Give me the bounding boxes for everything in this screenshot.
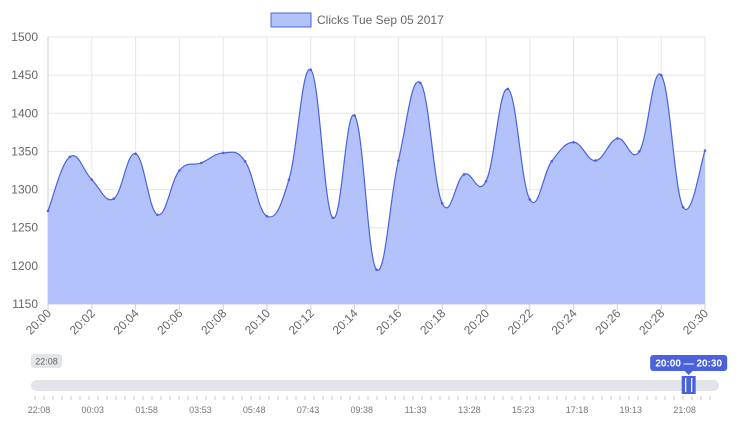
navigator-tick-label: 01:58 bbox=[135, 405, 158, 415]
data-point[interactable] bbox=[46, 209, 50, 213]
data-point[interactable] bbox=[68, 155, 72, 159]
data-point[interactable] bbox=[90, 178, 94, 181]
x-tick-label: 20:06 bbox=[154, 306, 185, 337]
y-tick-label: 1350 bbox=[11, 144, 38, 158]
x-tick-label: 20:28 bbox=[636, 306, 667, 337]
navigator-tick-label: 13:28 bbox=[458, 405, 481, 415]
x-tick-label: 20:20 bbox=[461, 306, 492, 337]
navigator-tick-label: 15:23 bbox=[512, 405, 535, 415]
x-tick-label: 20:22 bbox=[505, 306, 536, 337]
data-point[interactable] bbox=[243, 160, 247, 163]
data-point[interactable] bbox=[550, 160, 553, 163]
range-label-box bbox=[650, 355, 728, 371]
range-selector[interactable]: 20:00 — 20:30 bbox=[650, 355, 728, 394]
legend[interactable]: Clicks Tue Sep 05 2017 bbox=[270, 12, 444, 28]
x-tick-label: 20:08 bbox=[198, 306, 229, 337]
data-point[interactable] bbox=[156, 213, 159, 217]
data-point[interactable] bbox=[659, 73, 663, 77]
navigator-tick-label: 09:38 bbox=[351, 405, 374, 415]
x-tick-label: 20:04 bbox=[111, 306, 142, 337]
data-point[interactable] bbox=[134, 152, 137, 156]
y-tick-label: 1200 bbox=[11, 259, 38, 273]
navigator-tick-label: 21:08 bbox=[673, 405, 696, 415]
range-label: 20:00 — 20:30 bbox=[655, 359, 722, 370]
data-point[interactable] bbox=[506, 87, 510, 91]
y-tick-label: 1250 bbox=[11, 221, 38, 235]
data-point[interactable] bbox=[440, 202, 444, 205]
x-tick-label: 20:12 bbox=[286, 306, 317, 337]
navigator-tick-label: 07:43 bbox=[297, 405, 320, 415]
data-point[interactable] bbox=[528, 198, 532, 201]
data-point[interactable] bbox=[572, 140, 575, 144]
data-point[interactable] bbox=[353, 114, 356, 117]
data-point[interactable] bbox=[178, 169, 181, 172]
data-point[interactable] bbox=[112, 197, 115, 201]
data-point[interactable] bbox=[309, 68, 313, 72]
data-point[interactable] bbox=[375, 268, 378, 271]
y-tick-label: 1300 bbox=[11, 183, 38, 197]
x-tick-label: 20:02 bbox=[67, 306, 98, 337]
navigator-track[interactable] bbox=[31, 380, 719, 391]
data-point[interactable] bbox=[681, 205, 685, 209]
navigator-tick-label: 22:08 bbox=[28, 405, 51, 415]
data-point[interactable] bbox=[287, 178, 291, 181]
start-time-badge-label: 22:08 bbox=[35, 357, 58, 367]
start-time-badge bbox=[31, 354, 62, 368]
y-tick-label: 1150 bbox=[12, 297, 38, 311]
navigator-tick-label: 00:03 bbox=[82, 405, 105, 415]
data-point[interactable] bbox=[221, 151, 225, 155]
data-point[interactable] bbox=[638, 150, 641, 153]
y-tick-label: 1500 bbox=[11, 30, 38, 44]
data-point[interactable] bbox=[419, 81, 422, 85]
y-tick-label: 1450 bbox=[11, 68, 38, 82]
area-fill bbox=[48, 69, 705, 304]
x-tick-label: 20:14 bbox=[330, 306, 361, 337]
navigator-tick-label: 03:53 bbox=[189, 405, 212, 415]
y-axis: 1150 1200 1250 1300 1350 1400 1450 1500 bbox=[11, 30, 38, 311]
x-tick-label: 20:24 bbox=[549, 306, 580, 337]
navigator-tick-label: 17:18 bbox=[566, 405, 589, 415]
data-point[interactable] bbox=[331, 216, 335, 220]
x-tick-label: 20:30 bbox=[680, 306, 711, 337]
data-point[interactable] bbox=[462, 173, 466, 176]
navigator-tick-label: 11:33 bbox=[405, 405, 427, 415]
navigator-tick-label: 19:13 bbox=[620, 405, 643, 415]
data-point[interactable] bbox=[265, 214, 269, 218]
y-tick-label: 1400 bbox=[11, 106, 38, 120]
time-navigator[interactable]: 22:08 20:00 — 20:30 22:08 00:03 01:58 03:53… bbox=[28, 354, 728, 415]
x-tick-label: 20:18 bbox=[417, 306, 448, 337]
x-tick-label: 20:16 bbox=[373, 306, 404, 337]
legend-swatch[interactable] bbox=[270, 12, 312, 28]
x-tick-label: 20:26 bbox=[592, 306, 623, 337]
navigator-tick-label: 05:48 bbox=[243, 405, 266, 415]
data-point[interactable] bbox=[594, 159, 597, 162]
data-point[interactable] bbox=[200, 161, 203, 165]
x-axis: 20:00 20:02 20:04 20:06 20:08 20:10 20:12 20:14… bbox=[23, 306, 711, 337]
data-point[interactable] bbox=[616, 137, 619, 140]
range-label-pointer bbox=[684, 371, 693, 375]
data-point[interactable] bbox=[397, 159, 400, 162]
series-points bbox=[46, 68, 707, 271]
navigator-ticks: 22:08 00:03 01:58 03:53 05:48 07:43 09:38 11:33… bbox=[28, 396, 711, 415]
data-point[interactable] bbox=[484, 179, 488, 183]
range-handle[interactable] bbox=[681, 376, 696, 394]
legend-label[interactable]: Clicks Tue Sep 05 2017 bbox=[317, 13, 444, 27]
x-tick-label: 20:10 bbox=[242, 306, 273, 337]
data-point[interactable] bbox=[703, 149, 707, 152]
